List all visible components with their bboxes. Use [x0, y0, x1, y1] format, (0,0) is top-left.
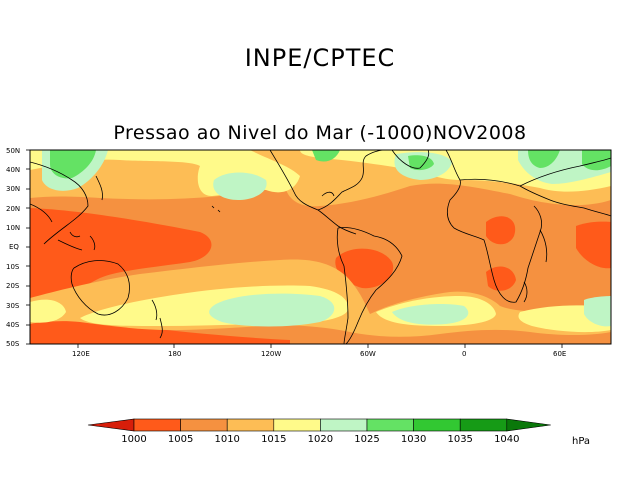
colorbar-level-label: 1030 [401, 434, 426, 445]
colorbar-box [320, 418, 368, 432]
colorbar-unit: hPa [572, 436, 590, 447]
colorbar-level-label: 1040 [494, 434, 519, 445]
lon-label-60w: 60W [360, 350, 376, 358]
colorbar-level-label: 1000 [121, 434, 146, 445]
colorbar-arrow-low [87, 418, 135, 432]
lon-label-0: 0 [462, 350, 466, 358]
lat-label-30n: 30N [6, 185, 20, 193]
colorbar-box [413, 418, 461, 432]
lat-label-eq: EQ [9, 243, 19, 251]
colorbar-box [180, 418, 228, 432]
colorbar-level-label: 1020 [308, 434, 333, 445]
pressure-field [30, 150, 611, 344]
lat-label-10n: 10N [6, 224, 20, 232]
colorbar-box [366, 418, 414, 432]
lon-label-120w: 120W [261, 350, 281, 358]
colorbar-boxes [87, 418, 551, 432]
lat-label-30s: 30S [6, 302, 20, 310]
latitude-axis: 50N 40N 30N 20N 10N EQ 10S 20S 30S 40S 5… [6, 147, 30, 348]
lat-label-20n: 20N [6, 205, 20, 213]
lat-label-40s: 40S [6, 321, 20, 329]
map-title: Pressao ao Nivel do Mar (-1000)NOV2008 [113, 122, 527, 144]
lat-label-20s: 20S [6, 282, 20, 290]
lon-label-180: 180 [168, 350, 181, 358]
colorbar-labels: 1000 1005 1010 1015 1020 1025 1030 1035 1040 [121, 434, 519, 445]
lon-label-120e: 120E [72, 350, 90, 358]
colorbar-box [459, 418, 508, 432]
colorbar-box [133, 418, 181, 432]
colorbar-box [226, 418, 275, 432]
colorbar-level-label: 1010 [214, 434, 239, 445]
colorbar-level-label: 1025 [354, 434, 379, 445]
colorbar-arrow-high [506, 418, 551, 432]
colorbar-level-label: 1015 [261, 434, 286, 445]
colorbar-box [273, 418, 321, 432]
colorbar-level-label: 1035 [447, 434, 472, 445]
lat-label-50s: 50S [6, 340, 20, 348]
lat-label-40n: 40N [6, 166, 20, 174]
lat-label-10s: 10S [6, 263, 20, 271]
coastlines [30, 150, 611, 344]
organization-title: INPE/CPTEC [244, 44, 396, 72]
lon-label-60e: 60E [553, 350, 566, 358]
longitude-axis: 120E 180 120W 60W 0 60E [72, 344, 566, 358]
lat-label-50n: 50N [6, 147, 20, 155]
colorbar-level-label: 1005 [168, 434, 193, 445]
